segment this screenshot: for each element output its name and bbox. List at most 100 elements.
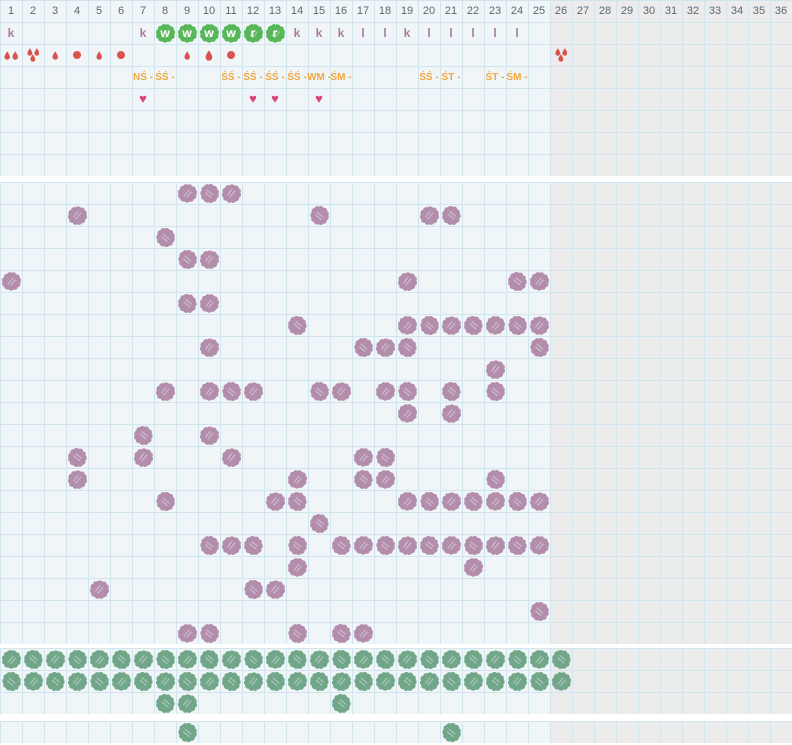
symptom-mark[interactable]	[352, 468, 374, 490]
cervix-entry[interactable]: ŚŚ -	[220, 66, 242, 88]
green-mark[interactable]	[374, 648, 396, 670]
mucus-entry[interactable]: k	[286, 22, 308, 44]
green-mark[interactable]	[528, 670, 550, 692]
symptom-mark[interactable]	[352, 534, 374, 556]
day-number[interactable]: 26	[554, 5, 568, 17]
green-mark[interactable]	[330, 670, 352, 692]
green-mark[interactable]	[22, 670, 44, 692]
mucus-entry[interactable]: w	[198, 22, 220, 44]
mucus-entry[interactable]: l	[484, 22, 506, 44]
green-mark[interactable]	[330, 648, 352, 670]
symptom-mark[interactable]	[242, 578, 264, 600]
bleeding-entry[interactable]	[198, 44, 220, 66]
day-number[interactable]: 22	[466, 5, 480, 17]
symptom-mark[interactable]	[286, 534, 308, 556]
symptom-mark[interactable]	[198, 292, 220, 314]
symptom-mark[interactable]	[528, 490, 550, 512]
symptom-mark[interactable]	[220, 534, 242, 556]
symptom-mark[interactable]	[352, 336, 374, 358]
bleeding-entry[interactable]	[220, 44, 242, 66]
green-mark[interactable]	[154, 670, 176, 692]
day-number[interactable]: 36	[774, 5, 788, 17]
day-number[interactable]: 18	[378, 5, 392, 17]
symptom-mark[interactable]	[198, 182, 220, 204]
green-mark[interactable]	[154, 648, 176, 670]
green-mark[interactable]	[88, 670, 110, 692]
bleeding-entry[interactable]	[110, 44, 132, 66]
green-mark[interactable]	[0, 648, 22, 670]
green-mark[interactable]	[484, 670, 506, 692]
green-mark[interactable]	[242, 648, 264, 670]
symptom-mark[interactable]	[440, 204, 462, 226]
green-mark[interactable]	[528, 648, 550, 670]
mucus-entry[interactable]: l	[440, 22, 462, 44]
bleeding-entry[interactable]	[550, 44, 572, 66]
symptom-mark[interactable]	[506, 534, 528, 556]
cervix-entry[interactable]: ŚŚ -	[154, 66, 176, 88]
cervix-entry[interactable]: ŚŚ -	[418, 66, 440, 88]
symptom-mark[interactable]	[484, 468, 506, 490]
mucus-entry[interactable]: w	[176, 22, 198, 44]
day-number[interactable]: 16	[334, 5, 348, 17]
green-mark[interactable]	[0, 670, 22, 692]
green-mark[interactable]	[176, 692, 198, 714]
green-mark[interactable]	[44, 648, 66, 670]
green-mark[interactable]	[374, 670, 396, 692]
symptom-mark[interactable]	[242, 534, 264, 556]
day-number[interactable]: 29	[620, 5, 634, 17]
day-number[interactable]: 3	[51, 5, 59, 17]
symptom-mark[interactable]	[374, 336, 396, 358]
intercourse-entry[interactable]: ♥	[264, 88, 286, 110]
symptom-mark[interactable]	[440, 380, 462, 402]
green-mark[interactable]	[66, 670, 88, 692]
day-number[interactable]: 27	[576, 5, 590, 17]
day-number[interactable]: 6	[117, 5, 125, 17]
symptom-mark[interactable]	[484, 380, 506, 402]
green-mark[interactable]	[308, 648, 330, 670]
green-mark[interactable]	[44, 670, 66, 692]
symptom-mark[interactable]	[396, 534, 418, 556]
mucus-entry[interactable]: k	[330, 22, 352, 44]
mucus-entry[interactable]: w	[220, 22, 242, 44]
symptom-mark[interactable]	[440, 490, 462, 512]
green-mark[interactable]	[242, 670, 264, 692]
symptom-mark[interactable]	[0, 270, 22, 292]
day-number[interactable]: 4	[73, 5, 81, 17]
intercourse-entry[interactable]: ♥	[308, 88, 330, 110]
day-number[interactable]: 23	[488, 5, 502, 17]
symptom-mark[interactable]	[154, 490, 176, 512]
bleeding-entry[interactable]	[88, 44, 110, 66]
symptom-mark[interactable]	[132, 446, 154, 468]
symptom-mark[interactable]	[484, 490, 506, 512]
symptom-mark[interactable]	[286, 468, 308, 490]
footer-mark[interactable]	[440, 721, 462, 743]
cervix-entry[interactable]: ŚŚ -	[242, 66, 264, 88]
symptom-mark[interactable]	[154, 226, 176, 248]
symptom-mark[interactable]	[132, 424, 154, 446]
green-mark[interactable]	[550, 670, 572, 692]
cervix-entry[interactable]: ŚŚ -	[264, 66, 286, 88]
symptom-mark[interactable]	[88, 578, 110, 600]
day-number[interactable]: 32	[686, 5, 700, 17]
bleeding-entry[interactable]	[44, 44, 66, 66]
symptom-mark[interactable]	[198, 622, 220, 644]
symptom-mark[interactable]	[418, 204, 440, 226]
symptom-mark[interactable]	[220, 380, 242, 402]
green-mark[interactable]	[330, 692, 352, 714]
mucus-entry[interactable]: l	[374, 22, 396, 44]
symptom-mark[interactable]	[528, 270, 550, 292]
symptom-mark[interactable]	[66, 204, 88, 226]
symptom-mark[interactable]	[330, 534, 352, 556]
symptom-mark[interactable]	[198, 424, 220, 446]
cervix-entry[interactable]: WM -	[307, 66, 331, 88]
green-mark[interactable]	[154, 692, 176, 714]
symptom-mark[interactable]	[528, 600, 550, 622]
day-number[interactable]: 30	[642, 5, 656, 17]
day-number[interactable]: 8	[161, 5, 169, 17]
symptom-mark[interactable]	[374, 468, 396, 490]
symptom-mark[interactable]	[506, 490, 528, 512]
green-mark[interactable]	[418, 648, 440, 670]
symptom-mark[interactable]	[484, 314, 506, 336]
day-number[interactable]: 19	[400, 5, 414, 17]
intercourse-entry[interactable]: ♥	[132, 88, 154, 110]
